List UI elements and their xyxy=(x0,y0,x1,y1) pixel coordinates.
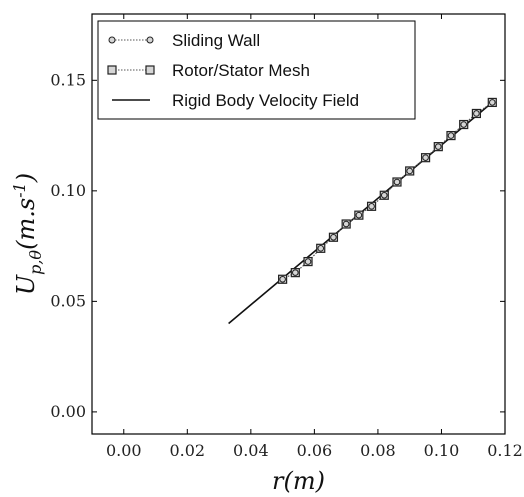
legend-square-marker xyxy=(145,65,155,75)
x-tick-label: 0.04 xyxy=(233,441,269,460)
sliding-wall-point xyxy=(488,99,496,106)
sliding-wall-point xyxy=(406,167,413,175)
x-tick-label: 0.08 xyxy=(360,441,396,460)
x-tick-label: 0.12 xyxy=(487,441,523,460)
x-tick-label: 0.00 xyxy=(106,441,142,460)
sliding-wall-point xyxy=(380,191,388,199)
y-tick-label: 0.05 xyxy=(50,291,86,310)
sliding-wall-point xyxy=(279,275,286,283)
legend-square-marker xyxy=(107,65,117,75)
sliding-wall-point xyxy=(317,245,325,252)
sliding-wall-point xyxy=(393,178,401,186)
plot-frame xyxy=(91,13,506,435)
series-layer xyxy=(228,97,497,325)
legend-sliding-wall-label: Sliding Wall xyxy=(172,31,260,50)
y-tick-label: 0.15 xyxy=(50,70,86,89)
sliding-wall-point xyxy=(330,233,337,241)
legend-rotor-stator-label: Rotor/Stator Mesh xyxy=(172,61,310,80)
sliding-wall-point xyxy=(460,121,468,128)
legend-circle-marker xyxy=(146,36,154,44)
sliding-wall-point xyxy=(473,110,480,117)
y-tick-label: 0.00 xyxy=(50,402,86,421)
legend-circle-marker xyxy=(108,36,116,44)
sliding-wall-point xyxy=(304,258,312,265)
x-tick-label: 0.10 xyxy=(424,441,460,460)
sliding-wall-point xyxy=(368,203,375,210)
sliding-wall-point xyxy=(292,269,299,276)
sliding-wall-point xyxy=(342,220,350,228)
sliding-wall-point xyxy=(422,154,429,161)
x-tick-label: 0.06 xyxy=(297,441,333,460)
legend-rigid-body-label: Rigid Body Velocity Field xyxy=(172,91,359,110)
y-axis-label: Up,θ(m.s-1) xyxy=(10,173,45,295)
x-axis-label: r(m) xyxy=(272,467,325,495)
sliding-wall-point xyxy=(434,143,442,150)
axis-ticks: 0.00 0.02 0.04 0.06 0.08 0.10 0.12 0.00 0.05 0.10… xyxy=(50,14,523,460)
sliding-wall-point xyxy=(447,132,455,139)
sliding-wall-point xyxy=(355,211,363,219)
y-tick-label: 0.10 xyxy=(50,181,86,200)
x-tick-label: 0.02 xyxy=(169,441,205,460)
plot-area xyxy=(91,13,506,435)
legend: Sliding Wall Rotor/Stator Mesh Rigid Body … xyxy=(97,20,416,120)
